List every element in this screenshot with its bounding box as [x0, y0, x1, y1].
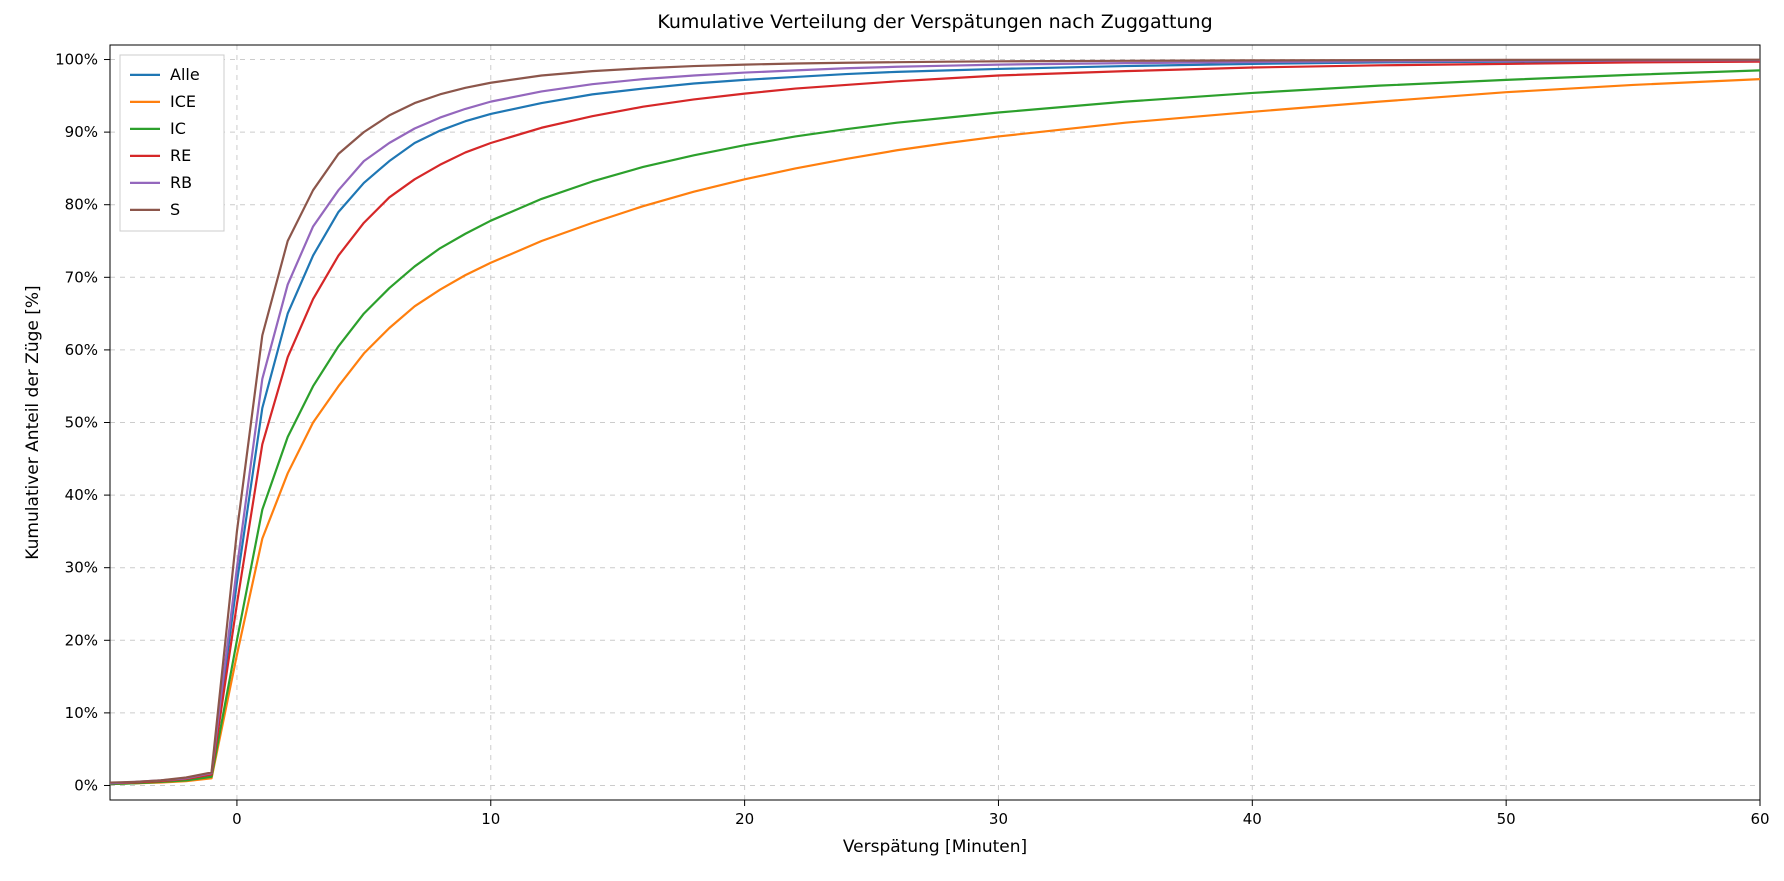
x-tick-label: 50: [1497, 810, 1516, 828]
legend-label-alle: Alle: [170, 65, 200, 84]
x-tick-label: 0: [232, 810, 242, 828]
y-axis-label: Kumulativer Anteil der Züge [%]: [23, 285, 43, 559]
chart-container: 0 10 20 30 40 50 60 0% 10% 20% 30% 40% 50% 60% 70% 80% 9…: [0, 0, 1784, 881]
legend-label-ice: ICE: [170, 92, 196, 111]
x-axis-label: Verspätung [Minuten]: [843, 837, 1027, 857]
chart-title: Kumulative Verteilung der Verspätungen n…: [657, 11, 1212, 33]
legend-label-s: S: [170, 200, 180, 219]
legend-label-ic: IC: [170, 119, 186, 138]
x-tick-label: 60: [1750, 810, 1769, 828]
y-tick-label: 60%: [65, 341, 98, 359]
y-tick-label: 40%: [65, 486, 98, 504]
y-tick-label: 20%: [65, 631, 98, 649]
x-tick-label: 40: [1243, 810, 1262, 828]
x-tick-label: 10: [481, 810, 500, 828]
y-tick-label: 90%: [65, 123, 98, 141]
x-tick-label: 30: [989, 810, 1008, 828]
legend-label-rb: RB: [170, 173, 192, 192]
y-tick-label: 0%: [74, 776, 98, 794]
legend-label-re: RE: [170, 146, 191, 165]
cdf-chart: 0 10 20 30 40 50 60 0% 10% 20% 30% 40% 50% 60% 70% 80% 9…: [0, 0, 1784, 881]
y-tick-label: 30%: [65, 559, 98, 577]
x-tick-label: 20: [735, 810, 754, 828]
y-tick-label: 50%: [65, 414, 98, 432]
y-tick-label: 80%: [65, 196, 98, 214]
y-tick-label: 10%: [65, 704, 98, 722]
y-tick-label: 100%: [55, 51, 98, 69]
y-tick-label: 70%: [65, 268, 98, 286]
